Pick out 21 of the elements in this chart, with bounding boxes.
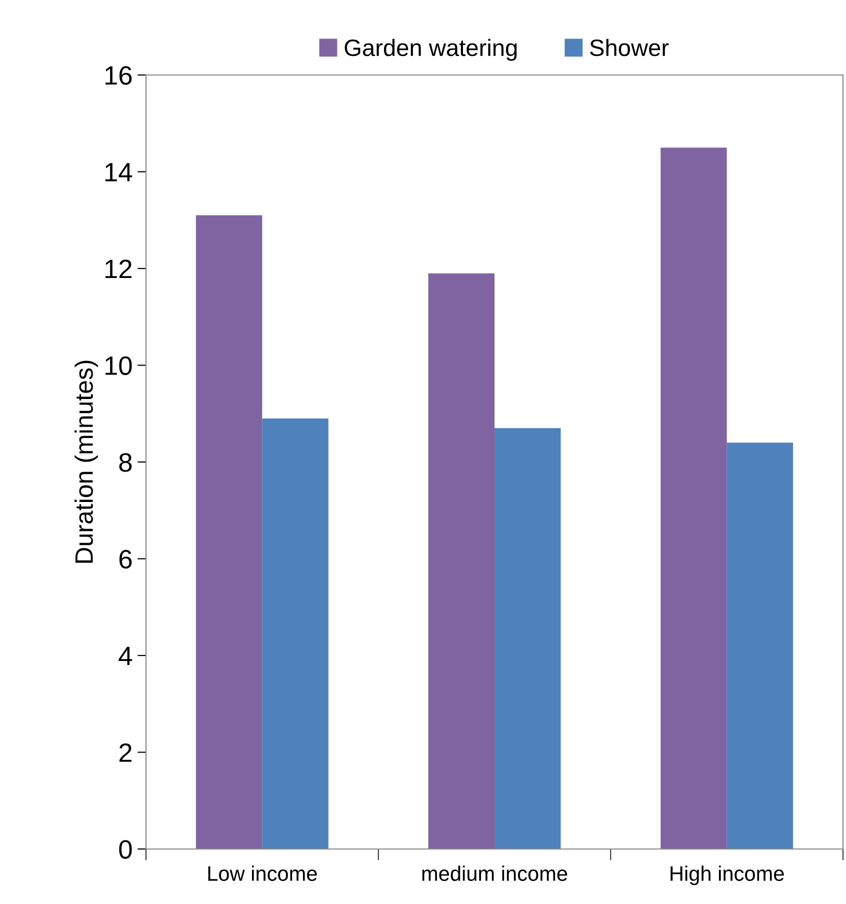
y-tick-label: 12: [105, 260, 132, 278]
y-tick-label: 14: [105, 163, 132, 182]
y-tick-label: 2: [119, 743, 132, 762]
bar: [726, 442, 794, 849]
bar: [262, 418, 328, 849]
y-axis-title: Duration (minutes): [74, 360, 98, 563]
x-tick-label: High income: [670, 866, 784, 886]
legend-label: Shower: [590, 38, 669, 56]
x-tick-label: Low income: [208, 866, 317, 881]
bar: [196, 215, 262, 849]
legend-label: Garden watering: [344, 38, 517, 61]
x-tick-label: medium income: [422, 866, 568, 881]
y-tick-label: 10: [105, 356, 132, 376]
y-tick-label: 6: [119, 550, 132, 569]
y-tick-label: 8: [119, 453, 132, 472]
bar: [660, 148, 727, 849]
y-tick-label: 0: [119, 840, 132, 859]
bar: [428, 273, 494, 849]
y-tick-label: 4: [118, 646, 132, 666]
bar: [494, 428, 561, 849]
y-tick-label: 16: [105, 66, 132, 85]
